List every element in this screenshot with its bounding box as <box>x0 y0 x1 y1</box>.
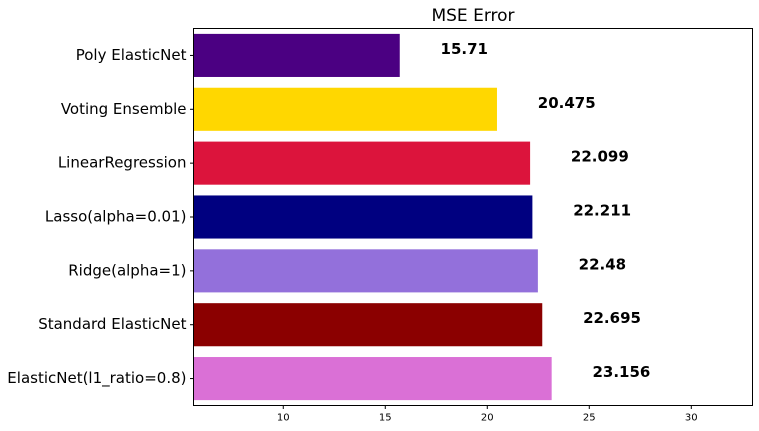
bar <box>193 141 531 185</box>
bar <box>193 33 400 77</box>
x-tick-label: 15 <box>379 413 392 424</box>
y-tick-label: Voting Ensemble <box>61 100 187 118</box>
data-label: 20.475 <box>538 94 596 112</box>
bar <box>193 249 538 293</box>
data-label: 22.48 <box>579 255 626 273</box>
bar <box>193 195 533 239</box>
data-label: 22.695 <box>583 309 641 327</box>
y-tick-label: Lasso(alpha=0.01) <box>45 208 187 226</box>
chart-title: MSE Error <box>431 6 514 26</box>
bar <box>193 357 552 401</box>
data-labels-group: 15.71 20.475 22.099 22.211 22.48 22.695 23.156 <box>441 40 651 381</box>
y-tick-label: Poly ElasticNet <box>76 46 187 64</box>
plot-frame <box>193 28 753 406</box>
y-tick-label: ElasticNet(l1_ratio=0.8) <box>7 369 186 388</box>
data-label: 15.71 <box>441 40 488 58</box>
data-label: 23.156 <box>592 363 650 381</box>
y-axis-ticks: Poly ElasticNet Voting Ensemble LinearRegr… <box>7 46 194 388</box>
y-tick-label: Ridge(alpha=1) <box>68 261 186 279</box>
bar <box>193 87 497 131</box>
data-label: 22.099 <box>571 148 629 166</box>
y-tick-label: Standard ElasticNet <box>38 315 186 333</box>
x-tick-label: 20 <box>481 413 494 424</box>
x-tick-label: 10 <box>277 413 290 424</box>
bar <box>193 303 543 347</box>
data-label: 22.211 <box>573 202 631 220</box>
bars-group <box>193 33 552 401</box>
x-tick-label: 30 <box>685 413 698 424</box>
y-tick-label: LinearRegression <box>58 154 187 172</box>
x-tick-label: 25 <box>583 413 596 424</box>
x-axis-ticks: 10 15 20 25 30 <box>277 405 698 424</box>
